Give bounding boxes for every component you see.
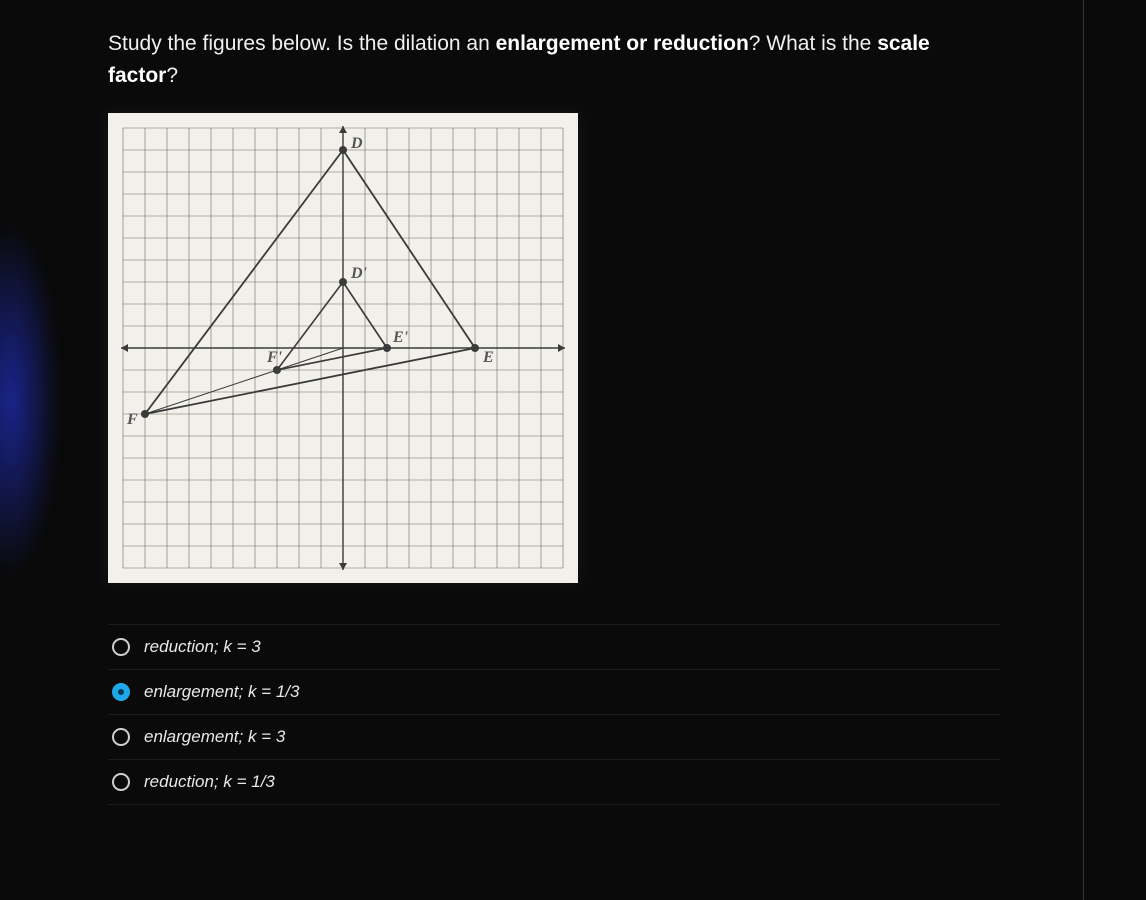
svg-text:F: F [126, 411, 138, 428]
figure-container: D E F D' E' F' [108, 113, 578, 583]
dilation-figure: D E F D' E' F' [108, 113, 578, 583]
svg-text:E: E [482, 349, 494, 366]
answer-option-b[interactable]: enlargement; k = 1/3 [108, 669, 1000, 714]
q-prefix: Study the figures below. Is the dilation… [108, 32, 496, 55]
radio-icon [112, 638, 130, 656]
question-card: Study the figures below. Is the dilation… [84, 0, 1024, 825]
answer-options: reduction; k = 3 enlargement; k = 1/3 enla… [108, 624, 1000, 805]
q-mid: ? What is the [749, 32, 877, 55]
svg-text:D': D' [350, 265, 368, 282]
ambient-glow [0, 220, 60, 580]
answer-option-a[interactable]: reduction; k = 3 [108, 624, 1000, 669]
answer-option-d[interactable]: reduction; k = 1/3 [108, 759, 1000, 805]
svg-text:E': E' [392, 329, 409, 346]
radio-icon [112, 728, 130, 746]
svg-text:D: D [350, 135, 363, 152]
answer-option-c[interactable]: enlargement; k = 3 [108, 714, 1000, 759]
option-label: enlargement; k = 1/3 [144, 682, 299, 702]
option-label: enlargement; k = 3 [144, 727, 285, 747]
q-suffix: ? [166, 64, 178, 87]
svg-text:F': F' [266, 349, 283, 366]
option-label: reduction; k = 3 [144, 637, 261, 657]
radio-icon [112, 773, 130, 791]
panel-divider [1083, 0, 1084, 900]
option-label: reduction; k = 1/3 [144, 772, 275, 792]
radio-icon [112, 683, 130, 701]
question-text: Study the figures below. Is the dilation… [108, 28, 1000, 91]
q-bold1: enlargement or reduction [496, 32, 749, 55]
